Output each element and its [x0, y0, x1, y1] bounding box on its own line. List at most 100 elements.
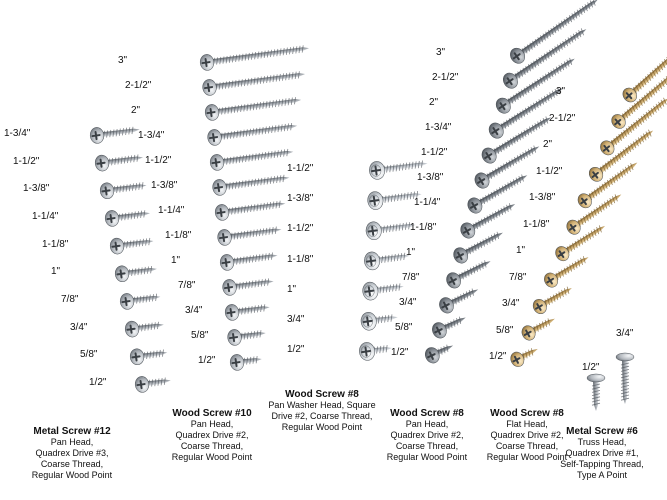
screw-wood-screw-8-flat-5: [566, 194, 622, 235]
caption-title: Wood Screw #8: [490, 408, 564, 419]
group-caption-wood-screw-10: Wood Screw #10 Pan Head, Quadrex Drive #2,…: [147, 408, 277, 463]
size-label: 2": [543, 139, 553, 150]
caption-line: Quadrex Drive #2,: [175, 430, 249, 440]
size-label: 1-1/8": [523, 219, 550, 230]
size-label: 1-1/2": [13, 156, 40, 167]
screw-wood-screw-8-pan-10: [439, 288, 479, 314]
size-label: 1/2": [89, 377, 107, 388]
screw-metal-screw-12-0: [89, 126, 140, 144]
size-label: 7/8": [402, 272, 420, 283]
caption-line: Self-Tapping Thread,: [560, 459, 644, 469]
size-label: 1-3/8": [529, 192, 556, 203]
screw-wood-screw-10-5: [212, 174, 290, 196]
screw-wood-screw-8-pan-12: [425, 344, 454, 364]
screw-metal-screw-12-3: [104, 210, 150, 227]
size-label: 1-1/8": [165, 230, 192, 241]
size-label: 1-1/2": [421, 147, 448, 158]
size-label: 3/4": [185, 305, 203, 316]
size-label: 7/8": [509, 272, 527, 283]
screw-wood-screw-10-11: [227, 329, 266, 346]
caption-line: Flat Head,: [506, 419, 548, 429]
size-label: 3": [556, 86, 566, 97]
size-label: 5/8": [496, 325, 514, 336]
caption-title: Metal Screw #12: [33, 426, 111, 437]
screw-wood-screw-8-washer-6: [359, 342, 392, 361]
size-label: 1-3/8": [23, 183, 50, 194]
size-label: 3/4": [287, 314, 305, 325]
screw-metal-screw-12-8: [129, 348, 168, 365]
caption-line: Regular Wood Point: [31, 470, 113, 480]
size-label: 2-1/2": [549, 113, 576, 124]
size-label: 3": [118, 55, 128, 66]
size-label: 2-1/2": [125, 80, 152, 91]
screw-wood-screw-10-2: [204, 97, 302, 121]
screw-wood-screw-8-pan-6: [467, 174, 528, 214]
screw-wood-screw-8-flat-9: [521, 318, 555, 341]
caption-line: Regular Wood Point: [281, 422, 363, 432]
size-label: 2": [131, 105, 141, 116]
caption-line: Regular Wood Point: [386, 452, 468, 462]
screw-metal-screw-12-9: [134, 376, 171, 393]
screw-metal-screw-12-6: [119, 293, 161, 310]
screw-wood-screw-8-flat-7: [544, 256, 589, 288]
caption-line: Quadrex Drive #2,: [390, 430, 464, 440]
size-label: 5/8": [80, 349, 98, 360]
size-label: 1/2": [198, 355, 216, 366]
group-caption-metal-screw-12: Metal Screw #12 Pan Head, Quadrex Drive #3…: [7, 426, 137, 481]
size-label: 1-3/4": [4, 128, 31, 139]
size-label: 1-1/8": [42, 239, 69, 250]
size-label: 2-1/2": [432, 72, 459, 83]
size-label: 3/4": [70, 322, 88, 333]
size-label: 1-1/2": [287, 163, 314, 174]
screw-wood-screw-8-flat-6: [555, 225, 606, 262]
size-label: 1": [171, 255, 181, 266]
screw-metal-screw-6-1: [615, 352, 635, 404]
size-label: 1-1/4": [32, 211, 59, 222]
screw-metal-screw-12-7: [124, 320, 164, 338]
size-label: 3/4": [502, 298, 520, 309]
screw-metal-screw-12-2: [99, 182, 147, 199]
screw-wood-screw-8-pan-7: [460, 203, 516, 239]
caption-line: Coarse Thread,: [495, 441, 559, 451]
caption-title: Wood Screw #8: [285, 389, 359, 400]
size-label: 5/8": [395, 322, 413, 333]
size-label: 1-1/8": [410, 222, 437, 233]
screw-wood-screw-10-10: [224, 304, 270, 321]
caption-line: Quadrex Drive #1,: [565, 448, 639, 458]
caption-line: Coarse Thread,: [395, 441, 459, 451]
screw-wood-screw-8-washer-2: [365, 221, 416, 240]
screw-wood-screw-8-flat-3: [588, 129, 654, 182]
caption-title: Metal Screw #6: [566, 426, 638, 437]
screw-wood-screw-8-flat-2: [600, 97, 667, 156]
screw-wood-screw-10-0: [199, 45, 310, 71]
screw-wood-screw-8-flat-0: [622, 32, 667, 103]
group-caption-wood-screw-8-washer: Wood Screw #8 Pan Washer Head, Square Driv…: [257, 389, 387, 433]
screw-wood-screw-8-flat-8: [532, 286, 572, 314]
size-label: 1-1/2": [145, 155, 172, 166]
size-label: 7/8": [61, 294, 79, 305]
screw-wood-screw-10-12: [229, 354, 262, 371]
caption-line: Pan Washer Head, Square: [268, 400, 376, 410]
screw-wood-screw-8-pan-2: [495, 57, 575, 114]
screw-metal-screw-6-0: [586, 373, 606, 411]
size-label: 1": [51, 266, 61, 277]
caption-line: Regular Wood Point: [486, 452, 568, 462]
caption-line: Quadrex Drive #3,: [35, 448, 109, 458]
size-label: 3": [436, 47, 446, 58]
size-label: 2": [429, 97, 439, 108]
screw-wood-screw-8-pan-5: [474, 145, 540, 189]
caption-line: Pan Head,: [190, 419, 234, 429]
screw-wood-screw-10-6: [214, 200, 286, 221]
caption-line: Truss Head,: [577, 437, 627, 447]
size-label: 1-1/2": [536, 166, 563, 177]
group-caption-wood-screw-8-pan: Wood Screw #8 Pan Head, Quadrex Drive #2, C…: [362, 408, 492, 463]
screw-wood-screw-8-pan-9: [446, 260, 491, 289]
size-label: 1/2": [391, 347, 409, 358]
screw-wood-screw-8-pan-4: [481, 116, 552, 164]
size-label: 1-3/8": [151, 180, 178, 191]
size-label: 1-1/8": [287, 254, 314, 265]
caption-title: Wood Screw #8: [390, 408, 464, 419]
screw-wood-screw-8-pan-3: [488, 87, 564, 139]
size-label: 7/8": [178, 280, 196, 291]
screw-wood-screw-8-washer-3: [364, 251, 410, 271]
